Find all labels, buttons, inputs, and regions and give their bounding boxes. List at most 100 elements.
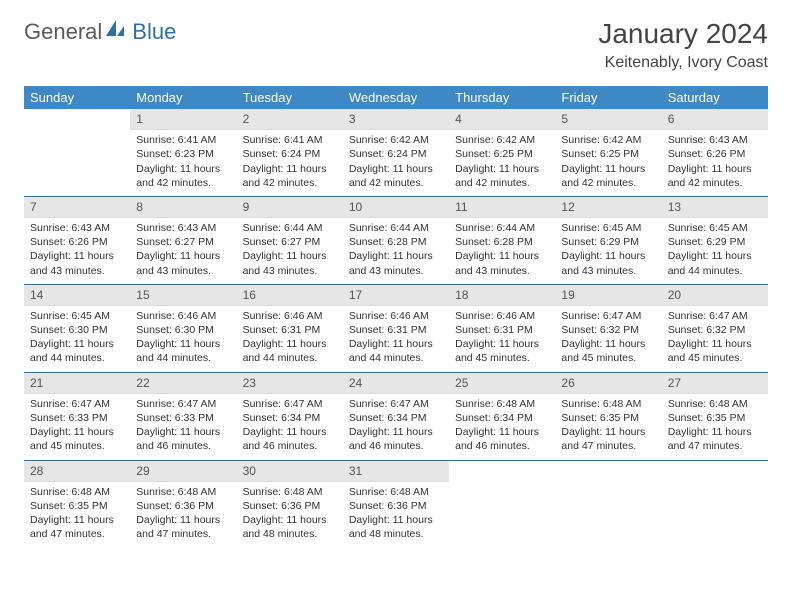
day-ss: Sunset: 6:31 PM [243, 323, 337, 337]
calendar-day-cell: 22Sunrise: 6:47 AMSunset: 6:33 PMDayligh… [130, 372, 236, 460]
weekday-header: Tuesday [237, 86, 343, 109]
day-dl: Daylight: 11 hours and 45 minutes. [30, 425, 124, 453]
month-title: January 2024 [598, 18, 768, 50]
day-ss: Sunset: 6:36 PM [136, 499, 230, 513]
day-ss: Sunset: 6:33 PM [30, 411, 124, 425]
day-ss: Sunset: 6:34 PM [243, 411, 337, 425]
day-number: 22 [130, 373, 236, 394]
calendar-day-cell [555, 460, 661, 547]
calendar-day-cell: 26Sunrise: 6:48 AMSunset: 6:35 PMDayligh… [555, 372, 661, 460]
day-dl: Daylight: 11 hours and 44 minutes. [30, 337, 124, 365]
day-body: Sunrise: 6:41 AMSunset: 6:23 PMDaylight:… [130, 130, 236, 196]
day-dl: Daylight: 11 hours and 46 minutes. [455, 425, 549, 453]
day-number: 12 [555, 197, 661, 218]
day-body: Sunrise: 6:41 AMSunset: 6:24 PMDaylight:… [237, 130, 343, 196]
calendar-day-cell: 29Sunrise: 6:48 AMSunset: 6:36 PMDayligh… [130, 460, 236, 547]
day-dl: Daylight: 11 hours and 47 minutes. [668, 425, 762, 453]
day-dl: Daylight: 11 hours and 44 minutes. [243, 337, 337, 365]
day-ss: Sunset: 6:35 PM [668, 411, 762, 425]
day-body: Sunrise: 6:43 AMSunset: 6:26 PMDaylight:… [662, 130, 768, 196]
day-sr: Sunrise: 6:48 AM [243, 485, 337, 499]
calendar-day-cell: 19Sunrise: 6:47 AMSunset: 6:32 PMDayligh… [555, 284, 661, 372]
day-dl: Daylight: 11 hours and 44 minutes. [136, 337, 230, 365]
day-ss: Sunset: 6:32 PM [561, 323, 655, 337]
calendar-week-row: 1Sunrise: 6:41 AMSunset: 6:23 PMDaylight… [24, 109, 768, 196]
day-dl: Daylight: 11 hours and 47 minutes. [30, 513, 124, 541]
day-sr: Sunrise: 6:42 AM [561, 133, 655, 147]
day-dl: Daylight: 11 hours and 43 minutes. [243, 249, 337, 277]
day-body: Sunrise: 6:45 AMSunset: 6:30 PMDaylight:… [24, 306, 130, 372]
logo-word1: General [24, 19, 102, 45]
day-dl: Daylight: 11 hours and 42 minutes. [243, 162, 337, 190]
day-body: Sunrise: 6:48 AMSunset: 6:36 PMDaylight:… [130, 482, 236, 548]
day-ss: Sunset: 6:28 PM [455, 235, 549, 249]
day-dl: Daylight: 11 hours and 45 minutes. [455, 337, 549, 365]
day-ss: Sunset: 6:36 PM [243, 499, 337, 513]
day-ss: Sunset: 6:23 PM [136, 147, 230, 161]
day-dl: Daylight: 11 hours and 42 minutes. [668, 162, 762, 190]
weekday-header: Thursday [449, 86, 555, 109]
day-sr: Sunrise: 6:47 AM [668, 309, 762, 323]
day-sr: Sunrise: 6:48 AM [136, 485, 230, 499]
day-body: Sunrise: 6:47 AMSunset: 6:34 PMDaylight:… [237, 394, 343, 460]
calendar-day-cell: 23Sunrise: 6:47 AMSunset: 6:34 PMDayligh… [237, 372, 343, 460]
day-body: Sunrise: 6:44 AMSunset: 6:27 PMDaylight:… [237, 218, 343, 284]
day-ss: Sunset: 6:30 PM [30, 323, 124, 337]
day-sr: Sunrise: 6:48 AM [561, 397, 655, 411]
calendar-week-row: 21Sunrise: 6:47 AMSunset: 6:33 PMDayligh… [24, 372, 768, 460]
day-ss: Sunset: 6:32 PM [668, 323, 762, 337]
day-sr: Sunrise: 6:47 AM [561, 309, 655, 323]
day-body: Sunrise: 6:46 AMSunset: 6:31 PMDaylight:… [449, 306, 555, 372]
calendar-day-cell: 15Sunrise: 6:46 AMSunset: 6:30 PMDayligh… [130, 284, 236, 372]
calendar-day-cell: 12Sunrise: 6:45 AMSunset: 6:29 PMDayligh… [555, 196, 661, 284]
day-body: Sunrise: 6:43 AMSunset: 6:27 PMDaylight:… [130, 218, 236, 284]
calendar-day-cell: 27Sunrise: 6:48 AMSunset: 6:35 PMDayligh… [662, 372, 768, 460]
day-body: Sunrise: 6:44 AMSunset: 6:28 PMDaylight:… [343, 218, 449, 284]
day-dl: Daylight: 11 hours and 42 minutes. [349, 162, 443, 190]
day-dl: Daylight: 11 hours and 44 minutes. [349, 337, 443, 365]
calendar-day-cell: 17Sunrise: 6:46 AMSunset: 6:31 PMDayligh… [343, 284, 449, 372]
day-sr: Sunrise: 6:46 AM [136, 309, 230, 323]
day-number: 13 [662, 197, 768, 218]
calendar-day-cell: 14Sunrise: 6:45 AMSunset: 6:30 PMDayligh… [24, 284, 130, 372]
weekday-header: Friday [555, 86, 661, 109]
day-body: Sunrise: 6:47 AMSunset: 6:33 PMDaylight:… [130, 394, 236, 460]
day-ss: Sunset: 6:34 PM [455, 411, 549, 425]
calendar-day-cell: 28Sunrise: 6:48 AMSunset: 6:35 PMDayligh… [24, 460, 130, 547]
day-body: Sunrise: 6:46 AMSunset: 6:30 PMDaylight:… [130, 306, 236, 372]
weekday-header: Wednesday [343, 86, 449, 109]
calendar-day-cell: 11Sunrise: 6:44 AMSunset: 6:28 PMDayligh… [449, 196, 555, 284]
calendar-day-cell: 24Sunrise: 6:47 AMSunset: 6:34 PMDayligh… [343, 372, 449, 460]
day-sr: Sunrise: 6:47 AM [243, 397, 337, 411]
day-number: 5 [555, 109, 661, 130]
day-sr: Sunrise: 6:41 AM [136, 133, 230, 147]
day-ss: Sunset: 6:25 PM [561, 147, 655, 161]
day-dl: Daylight: 11 hours and 45 minutes. [668, 337, 762, 365]
day-ss: Sunset: 6:30 PM [136, 323, 230, 337]
calendar-day-cell: 13Sunrise: 6:45 AMSunset: 6:29 PMDayligh… [662, 196, 768, 284]
day-ss: Sunset: 6:28 PM [349, 235, 443, 249]
day-number: 8 [130, 197, 236, 218]
day-number: 10 [343, 197, 449, 218]
location: Keitenably, Ivory Coast [598, 54, 768, 72]
day-body: Sunrise: 6:48 AMSunset: 6:35 PMDaylight:… [555, 394, 661, 460]
day-sr: Sunrise: 6:42 AM [349, 133, 443, 147]
day-sr: Sunrise: 6:43 AM [668, 133, 762, 147]
day-body: Sunrise: 6:48 AMSunset: 6:36 PMDaylight:… [237, 482, 343, 548]
day-body: Sunrise: 6:48 AMSunset: 6:36 PMDaylight:… [343, 482, 449, 548]
day-body: Sunrise: 6:45 AMSunset: 6:29 PMDaylight:… [662, 218, 768, 284]
calendar-day-cell [662, 460, 768, 547]
day-body: Sunrise: 6:47 AMSunset: 6:32 PMDaylight:… [662, 306, 768, 372]
day-dl: Daylight: 11 hours and 42 minutes. [455, 162, 549, 190]
day-ss: Sunset: 6:24 PM [243, 147, 337, 161]
day-ss: Sunset: 6:29 PM [561, 235, 655, 249]
day-sr: Sunrise: 6:43 AM [30, 221, 124, 235]
day-body: Sunrise: 6:43 AMSunset: 6:26 PMDaylight:… [24, 218, 130, 284]
day-dl: Daylight: 11 hours and 43 minutes. [455, 249, 549, 277]
day-dl: Daylight: 11 hours and 42 minutes. [561, 162, 655, 190]
calendar-day-cell [449, 460, 555, 547]
calendar-day-cell: 4Sunrise: 6:42 AMSunset: 6:25 PMDaylight… [449, 109, 555, 196]
day-number: 28 [24, 461, 130, 482]
day-ss: Sunset: 6:26 PM [668, 147, 762, 161]
day-number: 30 [237, 461, 343, 482]
